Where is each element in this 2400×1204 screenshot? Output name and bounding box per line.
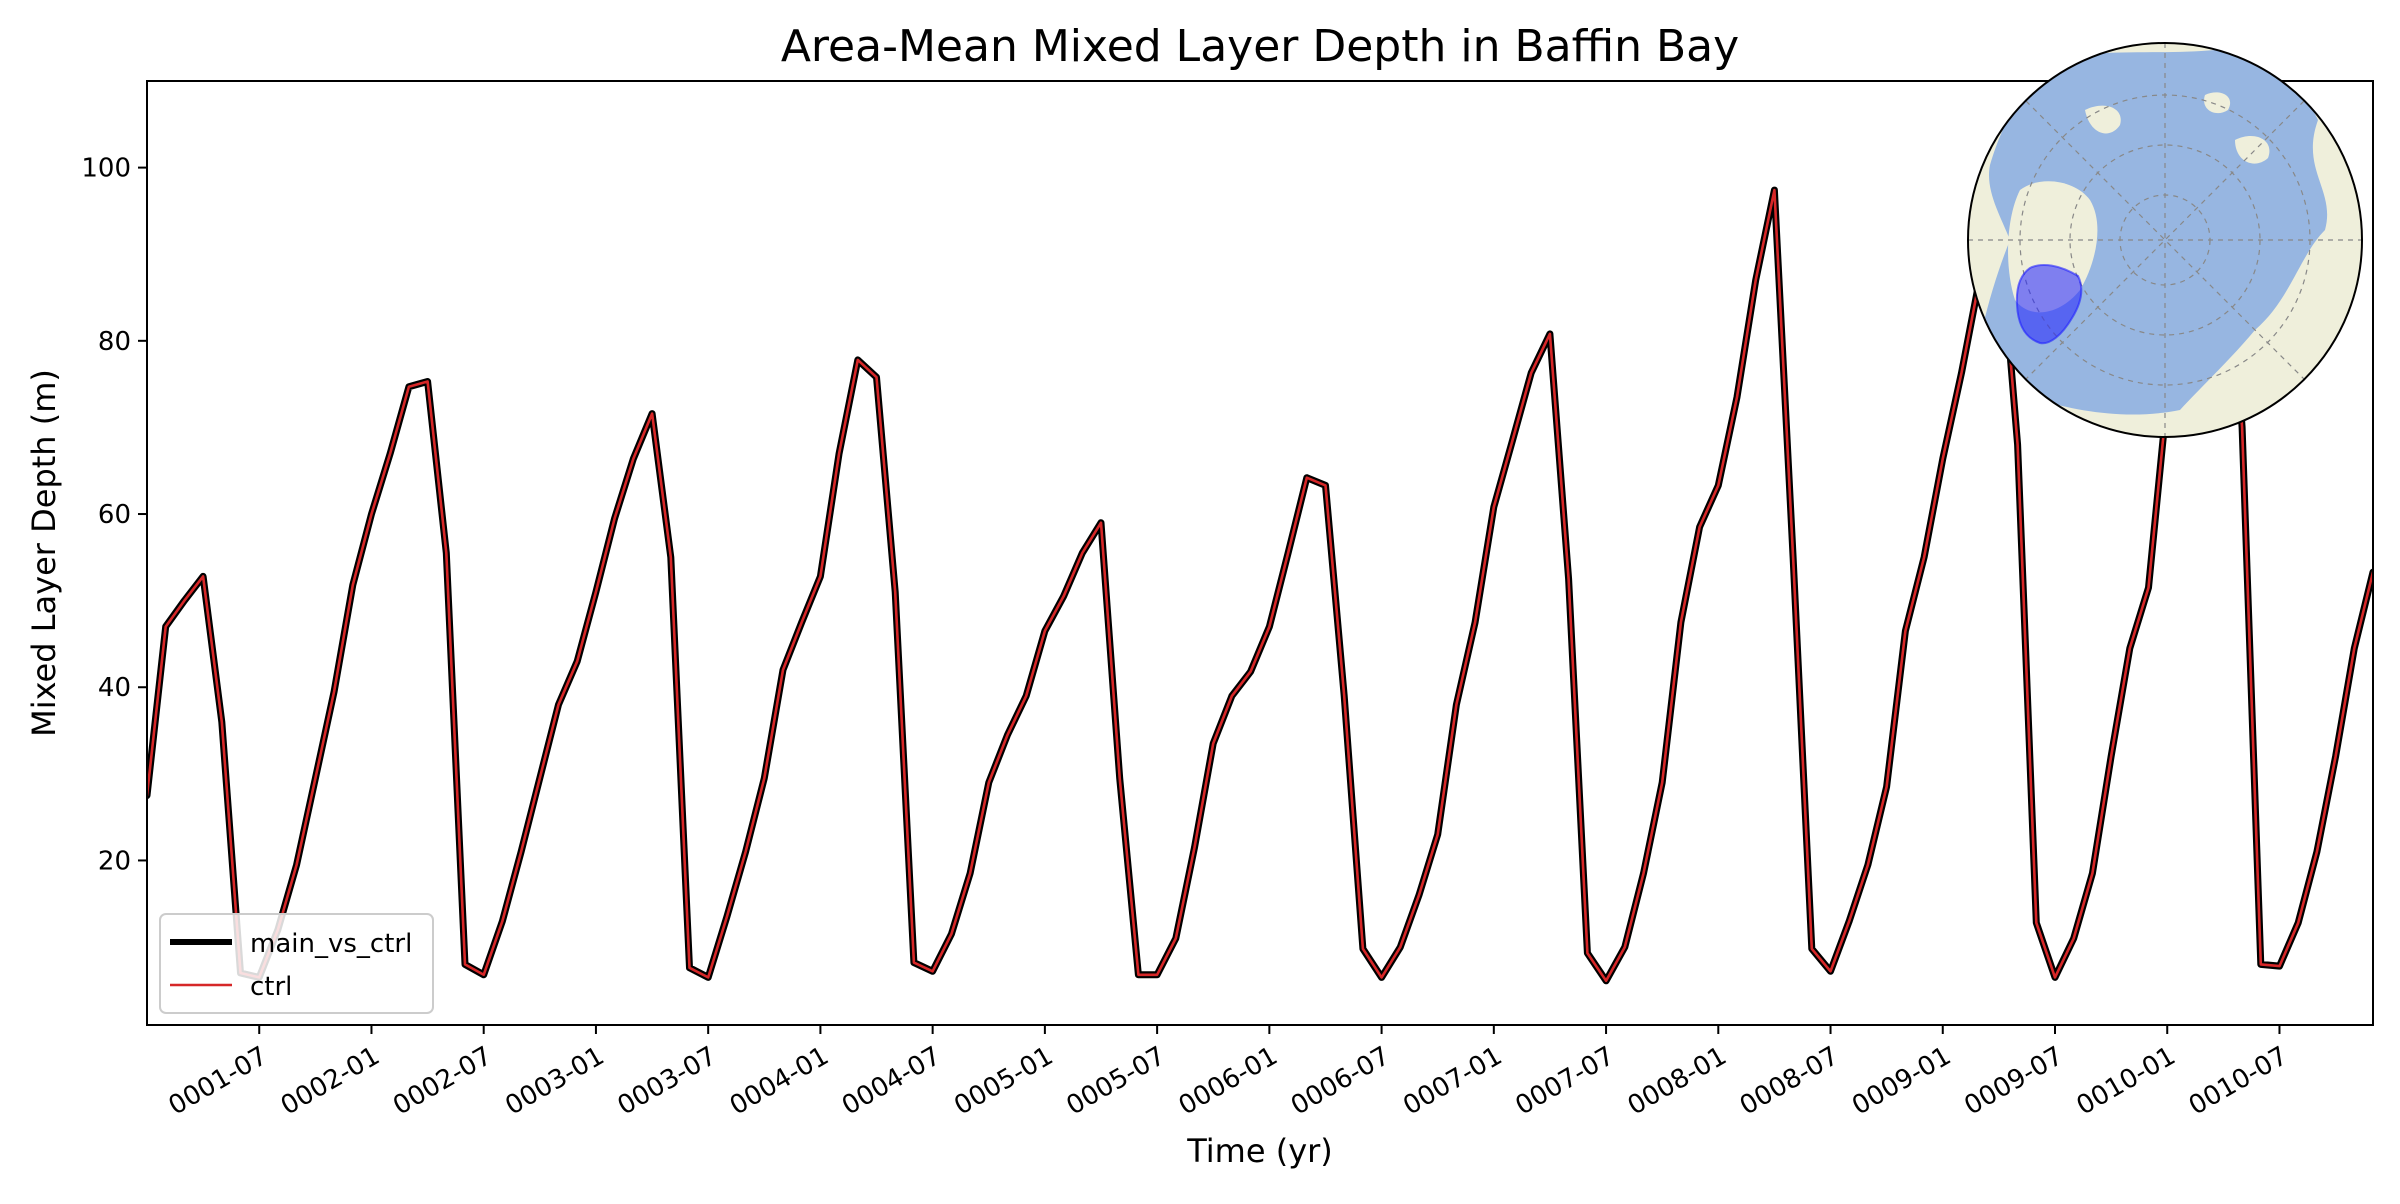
baffin-bay-region (2015, 263, 2083, 345)
legend-label-main-vs-ctrl: main_vs_ctrl (250, 929, 412, 959)
legend-label-ctrl: ctrl (250, 972, 292, 1002)
x-tick-label: 0003-07 (613, 1041, 722, 1121)
x-tick-label: 0008-01 (1623, 1041, 1732, 1121)
x-tick-label: 0001-07 (164, 1041, 273, 1121)
x-tick-label: 0010-07 (2184, 1041, 2293, 1121)
chart-title: Area-Mean Mixed Layer Depth in Baffin Ba… (781, 21, 1739, 72)
x-tick-label: 0008-07 (1735, 1041, 1844, 1121)
x-tick-label: 0007-01 (1398, 1041, 1507, 1121)
map-graticule (1968, 43, 2362, 437)
x-tick-label: 0002-01 (276, 1041, 385, 1121)
x-tick-label: 0009-01 (1847, 1041, 1956, 1121)
x-tick-label: 0009-07 (1959, 1041, 2068, 1121)
inset-polar-map (1967, 42, 2363, 438)
x-tick-label: 0004-01 (725, 1041, 834, 1121)
plot-frame (146, 80, 2374, 1026)
y-axis-label: Mixed Layer Depth (m) (25, 369, 63, 737)
y-axis: 20 40 60 80 100 (81, 154, 147, 876)
x-tick-label: 0006-07 (1286, 1041, 1395, 1121)
y-tick-label: 40 (98, 673, 131, 703)
arctic-islands (2085, 92, 2270, 164)
x-tick-label: 0002-07 (388, 1041, 497, 1121)
y-tick-label: 80 (98, 327, 131, 357)
map-border (1967, 42, 2363, 438)
legend-box (159, 913, 434, 1014)
y-tick-label: 60 (98, 500, 131, 530)
y-tick-label: 100 (81, 154, 131, 184)
x-tick-label: 0006-01 (1174, 1041, 1283, 1121)
x-tick-label: 0010-01 (2072, 1041, 2181, 1121)
y-tick-label: 20 (98, 846, 131, 876)
x-tick-label: 0007-07 (1510, 1041, 1619, 1121)
x-axis: 0001-07 0002-01 0002-07 0003-01 0003-07 0004-… (164, 1025, 2293, 1121)
x-tick-label: 0005-01 (949, 1041, 1058, 1121)
legend: main_vs_ctrl ctrl (159, 913, 434, 1014)
x-axis-label: Time (yr) (1186, 1132, 1333, 1170)
x-tick-label: 0005-07 (1062, 1041, 1171, 1121)
x-tick-label: 0003-01 (500, 1041, 609, 1121)
x-tick-label: 0004-07 (837, 1041, 946, 1121)
